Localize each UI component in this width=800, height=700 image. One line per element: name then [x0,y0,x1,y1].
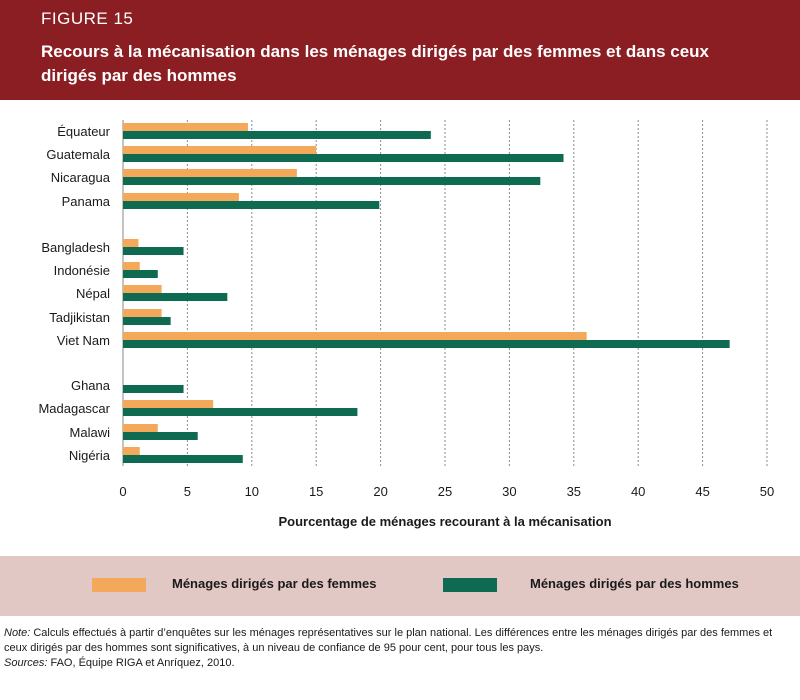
category-label: Nigéria [69,448,111,463]
note-text: Calculs effectués à partir d’enquêtes su… [4,627,773,654]
bar-women [123,309,162,317]
x-tick-label: 0 [119,484,126,499]
category-labels: Équateur Guatemala Nicaragua Panama Banglade… [38,124,110,463]
bar-women [123,262,140,270]
bar-men [123,340,730,348]
sources-label: Sources: [4,657,48,669]
figure-header: FIGURE 15 Recours à la mécanisation dans… [0,0,800,100]
bar-men [123,177,541,185]
bar-women [123,193,239,201]
legend-swatch-men [443,578,497,592]
bar-men [123,385,184,393]
bar-women [123,332,587,340]
x-tick-labels: 0 5 10 15 20 25 30 35 40 45 50 [119,484,774,499]
bar-men [123,154,564,162]
x-tick-label: 45 [695,484,709,499]
x-tick-label: 50 [760,484,774,499]
x-tick-label: 25 [438,484,452,499]
bar-men [123,270,158,278]
x-tick-label: 30 [502,484,516,499]
bar-women [123,123,248,131]
category-label: Bangladesh [41,240,110,255]
bar-men [123,131,431,139]
x-tick-label: 20 [373,484,387,499]
sources-text: FAO, Équipe RIGA et Anríquez, 2010. [47,657,235,669]
figure-title: Recours à la mécanisation dans les ménag… [41,42,710,85]
note-paragraph: Note: Calculs effectués à partir d’enquê… [4,626,796,656]
category-label: Indonésie [54,263,110,278]
x-tick-label: 35 [567,484,581,499]
category-label: Madagascar [38,401,110,416]
footnotes: Note: Calculs effectués à partir d’enquê… [4,626,796,671]
category-label: Panama [62,194,111,209]
bar-men [123,201,380,209]
category-label: Nicaragua [51,170,111,185]
legend-label-men: Ménages dirigés par des hommes [530,576,739,591]
legend-label-women: Ménages dirigés par des femmes [172,576,377,591]
bar-women [123,424,158,432]
chart-bars [123,123,730,463]
bar-women [123,285,162,293]
legend-swatch-women [92,578,146,592]
category-label: Népal [76,286,110,301]
bar-chart: Équateur Guatemala Nicaragua Panama Banglade… [38,120,774,529]
category-label: Guatemala [46,147,110,162]
category-label: Tadjikistan [49,310,110,325]
x-tick-label: 40 [631,484,645,499]
sources-paragraph: Sources: FAO, Équipe RIGA et Anríquez, 2… [4,656,796,671]
bar-women [123,146,317,154]
x-tick-label: 15 [309,484,323,499]
bar-men [123,293,228,301]
bar-women [123,169,297,177]
category-label: Ghana [71,378,111,393]
bar-men [123,455,243,463]
bar-men [123,408,358,416]
category-label: Équateur [57,124,110,139]
category-label: Malawi [70,425,111,440]
x-tick-label: 10 [245,484,259,499]
bar-men [123,317,171,325]
bar-women [123,400,214,408]
x-axis-label: Pourcentage de ménages recourant à la mé… [278,514,611,529]
bar-men [123,247,184,255]
bar-women [123,239,139,247]
legend: Ménages dirigés par des femmes Ménages d… [0,556,800,616]
bar-men [123,432,198,440]
bar-women [123,447,140,455]
note-label: Note: [4,627,31,639]
x-tick-label: 5 [184,484,191,499]
category-label: Viet Nam [57,333,110,348]
figure-label: FIGURE 15 [41,9,134,28]
